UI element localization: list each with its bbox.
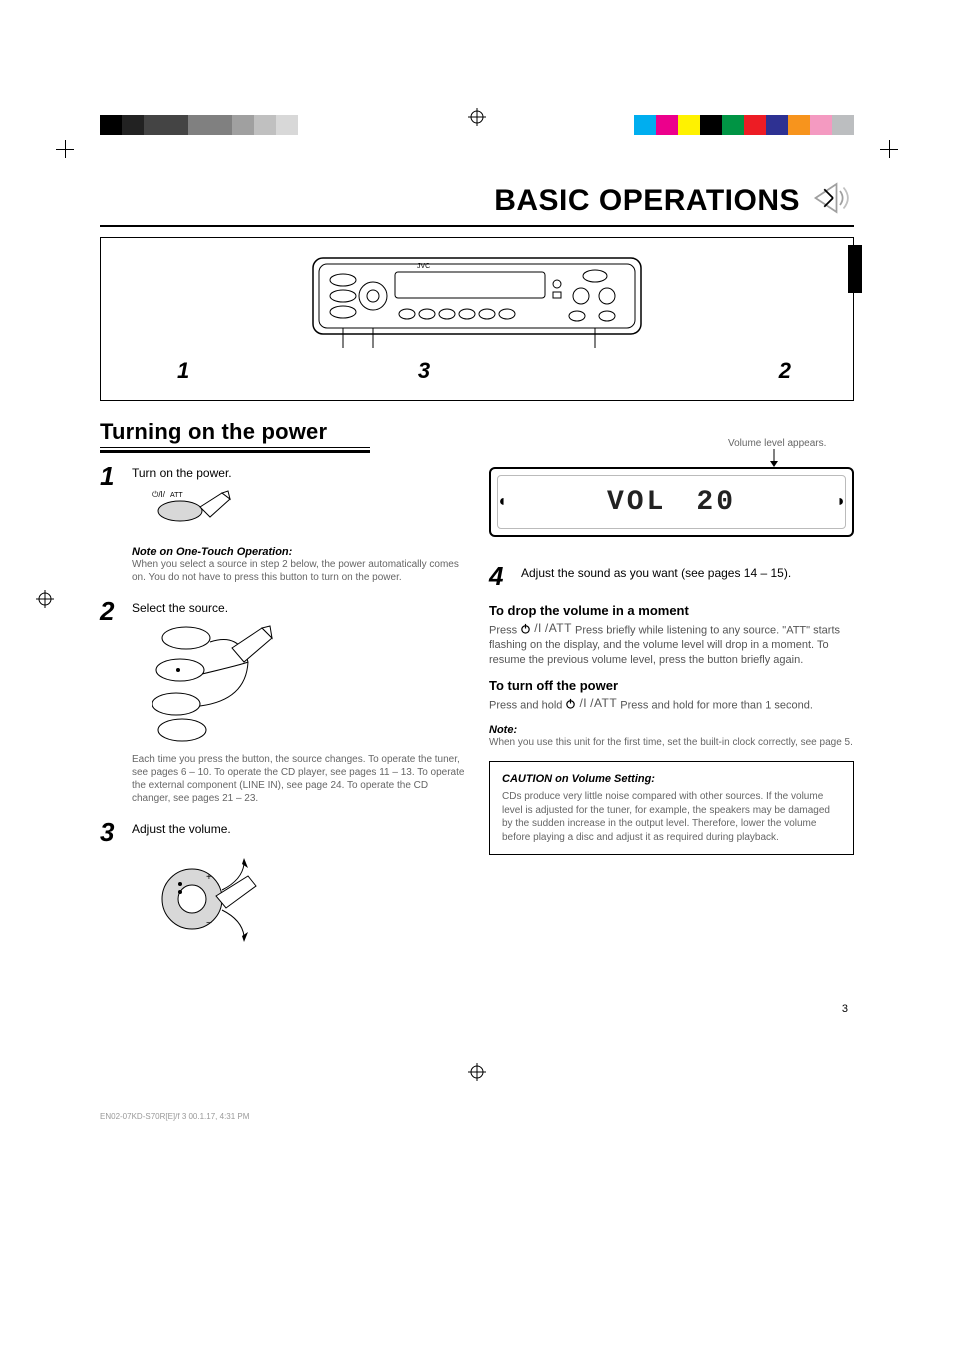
registration-target-icon [468,108,486,131]
step-text: Turn on the power. [132,465,465,481]
callout-3: 3 [418,358,430,384]
svg-text:⏻/I/: ⏻/I/ [152,490,166,499]
printer-registration-top [100,100,854,160]
svg-text:+: + [206,872,212,883]
svg-text:JVC: JVC [417,263,430,270]
step-2: 2 Select the source. [100,598,465,805]
callout-numbers: 1 3 2 [111,352,843,384]
device-illustration: JVC 1 3 2 [100,237,854,401]
step-3: 3 Adjust the volume. + − [100,819,465,964]
callout-1: 1 [177,358,189,384]
footer-filename: EN02-07KD-S70R[E]/f 3 00.1.17, 4:31 PM [100,1112,249,1121]
caution-title: CAUTION on Volume Setting: [502,772,841,787]
step-1: 1 Turn on the power. ⏻/I/ATT Note on One… [100,463,465,584]
lcd-label: VOL [607,487,666,518]
step-4: 4 Adjust the sound as you want (see page… [489,563,854,589]
step-number: 4 [489,563,511,589]
subsection-heading: To drop the volume in a moment [489,603,854,618]
page-title: BASIC OPERATIONS [494,184,800,218]
title-rule [100,225,854,227]
step-text: Adjust the sound as you want (see pages … [521,565,854,581]
note-heading: Note on One-Touch Operation: [132,546,465,558]
note-body: When you select a source in step 2 below… [132,558,465,584]
note-heading: Note: [489,724,854,736]
lcd-display-illustration: ◖ VOL 20 ◗ [489,467,854,537]
manual-page: BASIC OPERATIONS JVC [0,0,954,1175]
subsection-body: Press /I/ATT Press briefly while listeni… [489,620,854,668]
step-text: Adjust the volume. [132,821,465,837]
car-stereo-icon: JVC [307,252,647,352]
note-body: When you use this unit for the first tim… [489,736,854,749]
page-number: 3 [100,1003,854,1015]
right-column: Volume level appears. ◖ VOL 20 ◗ 4 Adjus… [489,463,854,979]
registration-target-icon [468,1063,486,1086]
power-button-illustration: ⏻/I/ATT [152,487,465,538]
callout-2: 2 [779,358,791,384]
crop-mark-icon [56,140,74,158]
source-buttons-illustration [152,622,465,747]
subsection-heading: To turn off the power [489,678,854,693]
volume-knob-illustration: + − [152,844,465,959]
step-number: 1 [100,463,122,489]
caution-box: CAUTION on Volume Setting: CDs produce v… [489,761,854,856]
lcd-value: 20 [696,487,736,518]
step-number: 3 [100,819,122,845]
lcd-caption: Volume level appears. [728,437,838,450]
caution-body: CDs produce very little noise compared w… [502,790,841,844]
svg-text:−: − [206,918,212,929]
svg-text:ATT: ATT [170,492,183,499]
step-text: Select the source. [132,600,465,616]
power-att-glyph: /I/ATT [520,620,572,636]
crop-mark-icon [880,140,898,158]
step-number: 2 [100,598,122,624]
speaker-section-icon [812,180,854,221]
display-edge-icon: ◗ [836,493,846,511]
subsection-body: Press and hold /I/ATT Press and hold for… [489,695,854,713]
printer-registration-bottom: EN02-07KD-S70R[E]/f 3 00.1.17, 4:31 PM [100,1055,854,1115]
power-att-glyph: /I/ATT [565,695,617,711]
step-body-text: Each time you press the button, the sour… [132,753,465,805]
callout-arrow-icon [764,449,784,469]
section-rule [100,447,370,453]
registration-target-icon [36,590,54,613]
left-column: 1 Turn on the power. ⏻/I/ATT Note on One… [100,463,465,979]
